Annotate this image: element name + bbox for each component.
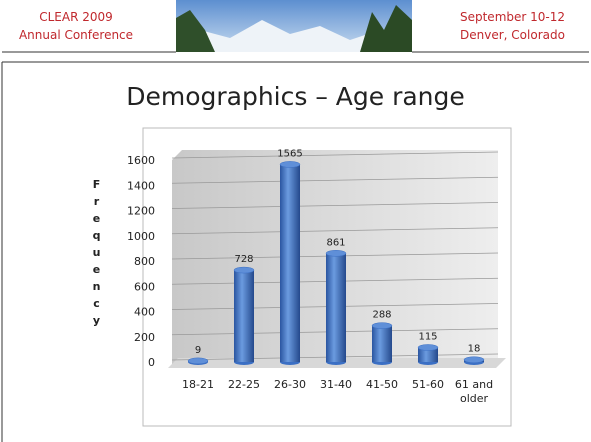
bar-part bbox=[326, 253, 346, 362]
x-tick-label: 26-30 bbox=[268, 378, 312, 392]
bar-part bbox=[418, 344, 438, 350]
value-label: 288 bbox=[372, 310, 391, 321]
y-axis-label: Frequency bbox=[90, 178, 103, 331]
y-tick-label: 800 bbox=[134, 255, 155, 268]
bar bbox=[372, 323, 392, 365]
chart: 0 200 400 600 800 1000 1200 1400 1600 9 728 1565 861… bbox=[0, 0, 591, 442]
value-label: 115 bbox=[418, 331, 437, 342]
bar-part bbox=[326, 250, 346, 256]
bar-part bbox=[464, 357, 484, 363]
y-tick-label: 600 bbox=[134, 280, 155, 293]
y-tick-label: 1400 bbox=[127, 179, 155, 192]
value-label: 1565 bbox=[277, 148, 302, 159]
x-tick-label: 31-40 bbox=[314, 378, 358, 392]
y-tick-label: 0 bbox=[148, 356, 155, 369]
value-label: 18 bbox=[468, 344, 481, 355]
bar-part bbox=[280, 161, 300, 167]
bar-part bbox=[280, 164, 300, 362]
bar-part bbox=[188, 358, 208, 364]
bar bbox=[418, 344, 438, 365]
bar-part bbox=[372, 323, 392, 329]
bar-part bbox=[372, 326, 392, 362]
bar bbox=[326, 250, 346, 365]
x-tick-label: 41-50 bbox=[360, 378, 404, 392]
slide: 0 200 400 600 800 1000 1200 1400 1600 9 728 1565 861… bbox=[0, 0, 591, 442]
y-tick-label: 400 bbox=[134, 306, 155, 319]
x-tick-label: 51-60 bbox=[406, 378, 450, 392]
header-image bbox=[176, 0, 412, 52]
value-label: 861 bbox=[326, 237, 345, 248]
y-tick-label: 200 bbox=[134, 331, 155, 344]
header-text: Annual Conference bbox=[6, 26, 146, 44]
bar bbox=[188, 358, 208, 365]
y-tick-label: 1200 bbox=[127, 205, 155, 218]
bar-part bbox=[234, 267, 254, 273]
value-label: 9 bbox=[195, 345, 201, 356]
bar bbox=[234, 267, 254, 365]
bar bbox=[280, 161, 300, 365]
header-text: Denver, Colorado bbox=[440, 26, 585, 44]
header-text: CLEAR 2009 bbox=[6, 8, 146, 26]
chart-title: Demographics – Age range bbox=[0, 82, 591, 111]
value-label: 728 bbox=[234, 254, 253, 265]
x-tick-label: 22-25 bbox=[222, 378, 266, 392]
y-tick-label: 1600 bbox=[127, 154, 155, 167]
bar bbox=[464, 357, 484, 365]
x-tick-label: 61 and older bbox=[452, 378, 496, 406]
header-text: September 10-12 bbox=[440, 8, 585, 26]
x-tick-label: 18-21 bbox=[176, 378, 220, 392]
y-tick-label: 1000 bbox=[127, 230, 155, 243]
bar-part bbox=[234, 270, 254, 362]
